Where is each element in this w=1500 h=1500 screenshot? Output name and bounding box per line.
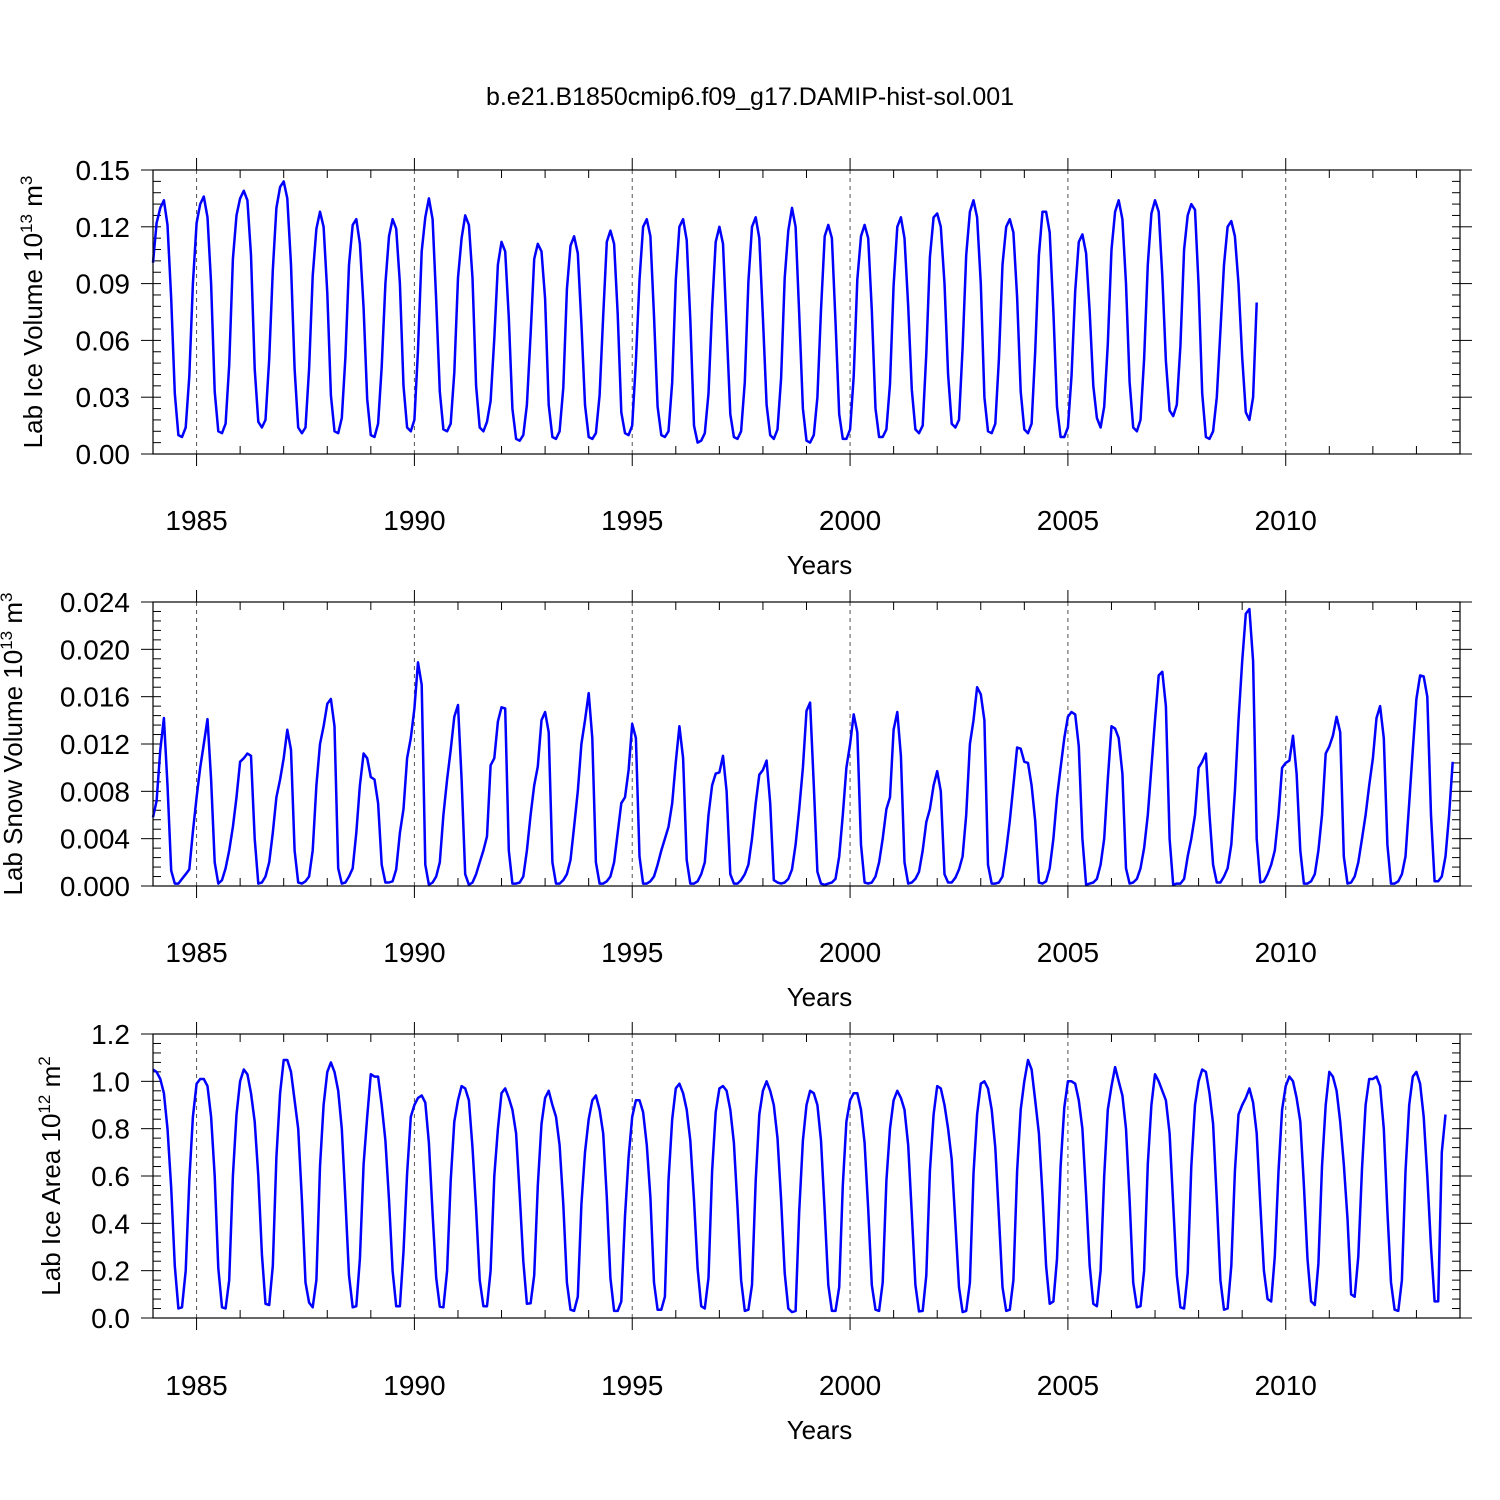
y-tick-label: 0.06 <box>76 325 131 356</box>
y-axis-label-text: m <box>36 1066 66 1095</box>
x-tick-label: 2000 <box>819 937 881 968</box>
x-tick-label: 2010 <box>1255 937 1317 968</box>
y-axis-label-text: Lab Ice Volume 10 <box>18 233 48 448</box>
x-tick-label: 1995 <box>601 505 663 536</box>
y-axis-label-superscript: 3 <box>0 592 16 601</box>
series-line <box>151 607 1454 887</box>
y-tick-label: 0.012 <box>60 729 130 760</box>
y-tick-label: 0.2 <box>91 1256 130 1287</box>
chart-panel-2: 0.000 0.004 0.008 0.012 0.016 0.020 0.024 1985 1… <box>0 587 1472 1012</box>
x-tick-label: 1985 <box>165 1370 227 1401</box>
x-tick-label: 2010 <box>1255 505 1317 536</box>
x-axis-label: Years <box>787 982 853 1012</box>
x-tick-label: 2005 <box>1037 1370 1099 1401</box>
x-tick-label: 1985 <box>165 937 227 968</box>
x-tick-label: 2000 <box>819 505 881 536</box>
chart-panel-1: 0.00 0.03 0.06 0.09 0.12 0.15 1985 1990 1995 2000… <box>17 155 1472 580</box>
y-axis-label: Lab Ice Area 1012 m2 <box>35 1056 66 1295</box>
y-tick-label: 0.004 <box>60 824 130 855</box>
y-tick-label: 1.2 <box>91 1019 130 1050</box>
y-tick-label: 0.03 <box>76 382 131 413</box>
x-tick-label: 1985 <box>165 505 227 536</box>
y-tick-label: 0.024 <box>60 587 130 618</box>
chart-panel-3: 0.0 0.2 0.4 0.6 0.8 1.0 1.2 1985 1990 1995 2000 200… <box>35 1019 1472 1445</box>
y-tick-label: 0.0 <box>91 1303 130 1334</box>
y-axis-label: Lab Ice Volume 1013 m3 <box>17 176 48 449</box>
y-tick-label: 0.6 <box>91 1161 130 1192</box>
y-axis-label-text: m <box>0 602 28 631</box>
y-tick-label: 0.016 <box>60 682 130 713</box>
y-axis-label: Lab Snow Volume 1013 m3 <box>0 592 28 895</box>
y-tick-label: 0.008 <box>60 776 130 807</box>
y-tick-label: 0.15 <box>76 155 131 186</box>
y-axis-label-text: Lab Ice Area 10 <box>36 1114 66 1296</box>
x-tick-label: 1990 <box>383 505 445 536</box>
y-axis-label-superscript: 12 <box>35 1095 54 1114</box>
series-line <box>151 180 1258 444</box>
y-tick-label: 0.09 <box>76 269 131 300</box>
y-axis-label-superscript: 3 <box>17 176 36 185</box>
y-axis-label-superscript: 2 <box>35 1056 54 1065</box>
plot-frame <box>152 169 1461 455</box>
x-axis-label: Years <box>787 550 853 580</box>
plot-frame <box>152 1033 1461 1319</box>
y-axis-label-text: m <box>18 185 48 214</box>
x-tick-label: 1990 <box>383 1370 445 1401</box>
y-tick-label: 0.4 <box>91 1208 130 1239</box>
y-tick-label: 0.12 <box>76 212 131 243</box>
y-axis-label-superscript: 13 <box>0 631 16 650</box>
x-tick-label: 1990 <box>383 937 445 968</box>
y-tick-label: 0.020 <box>60 634 130 665</box>
y-tick-label: 0.00 <box>76 439 131 470</box>
y-tick-label: 0.8 <box>91 1114 130 1145</box>
x-tick-label: 1995 <box>601 1370 663 1401</box>
y-tick-label: 0.000 <box>60 871 130 902</box>
series-line <box>152 1058 1447 1314</box>
x-tick-label: 2005 <box>1037 505 1099 536</box>
x-tick-label: 2010 <box>1255 1370 1317 1401</box>
x-axis-label: Years <box>787 1415 853 1445</box>
y-axis-label-superscript: 13 <box>17 214 36 233</box>
y-tick-label: 1.0 <box>91 1066 130 1097</box>
plot-frame <box>152 601 1461 887</box>
y-axis-label-text: Lab Snow Volume 10 <box>0 650 28 896</box>
figure-title: b.e21.B1850cmip6.f09_g17.DAMIP-hist-sol.… <box>486 83 1014 111</box>
x-tick-label: 1995 <box>601 937 663 968</box>
x-tick-label: 2000 <box>819 1370 881 1401</box>
x-tick-label: 2005 <box>1037 937 1099 968</box>
